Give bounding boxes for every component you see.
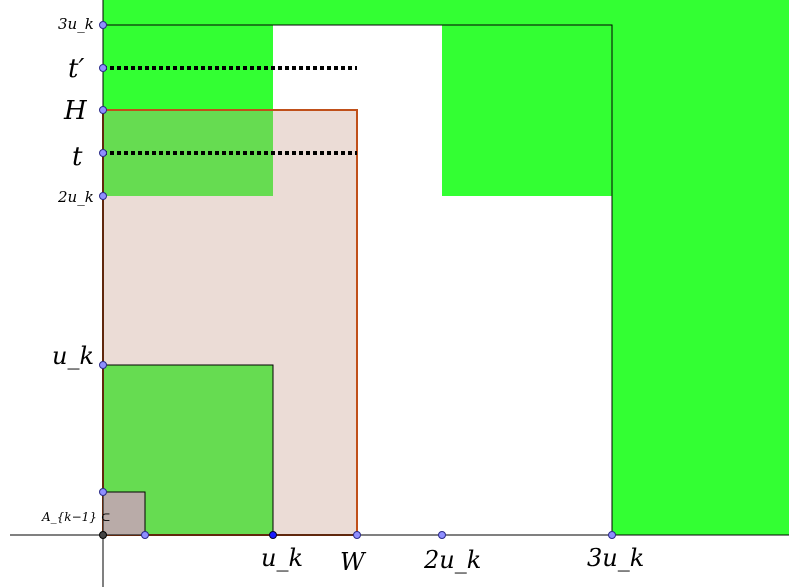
green-right-band bbox=[612, 0, 789, 535]
point-ak1-y bbox=[99, 488, 107, 496]
label-y-3uk: 3u_k bbox=[58, 15, 94, 33]
point-3uk-y bbox=[99, 21, 107, 29]
green-block-top-right bbox=[442, 25, 612, 196]
point-uk-x bbox=[269, 531, 277, 539]
point-H bbox=[99, 106, 107, 114]
point-tprime bbox=[99, 64, 107, 72]
label-y-tprime: t′ bbox=[68, 54, 84, 84]
point-2uk-x bbox=[438, 531, 446, 539]
point-ak1-x bbox=[141, 531, 149, 539]
point-uk-y bbox=[99, 361, 107, 369]
point-3uk-x bbox=[608, 531, 616, 539]
label-y-uk: u_k bbox=[52, 342, 94, 370]
point-t bbox=[99, 149, 107, 157]
label-y-t: t bbox=[72, 142, 83, 172]
label-x-W: W bbox=[340, 548, 367, 576]
small-square-ak1 bbox=[102, 491, 146, 536]
point-origin bbox=[99, 531, 107, 539]
point-W bbox=[353, 531, 361, 539]
outline-uk-square bbox=[103, 364, 274, 535]
label-x-uk: u_k bbox=[261, 544, 303, 572]
label-x-2uk: 2u_k bbox=[423, 546, 481, 574]
label-x-3uk: 3u_k bbox=[587, 544, 644, 572]
label-y-2uk: 2u_k bbox=[57, 188, 94, 206]
label-y-ak1: A_{k−1} ⊂ bbox=[41, 510, 111, 524]
wh-region bbox=[102, 109, 358, 536]
label-y-H: H bbox=[63, 96, 88, 126]
point-2uk-y bbox=[99, 192, 107, 200]
axis-points bbox=[99, 21, 616, 539]
